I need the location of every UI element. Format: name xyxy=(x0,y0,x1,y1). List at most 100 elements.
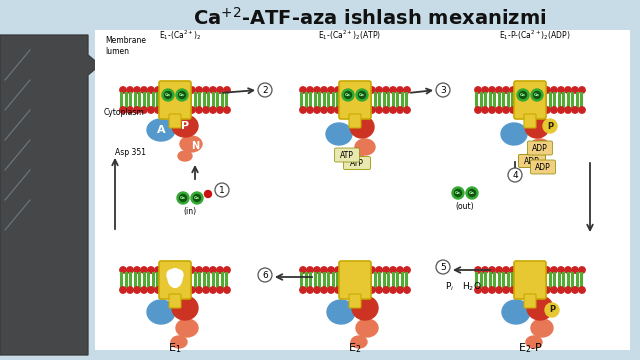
FancyBboxPatch shape xyxy=(349,114,361,128)
Circle shape xyxy=(196,267,202,273)
Circle shape xyxy=(321,267,327,273)
Text: 3: 3 xyxy=(440,86,446,95)
Circle shape xyxy=(376,267,382,273)
Circle shape xyxy=(356,89,368,101)
Circle shape xyxy=(196,87,202,93)
Circle shape xyxy=(328,87,334,93)
Text: E$_2$: E$_2$ xyxy=(348,341,362,355)
Circle shape xyxy=(468,189,476,197)
Circle shape xyxy=(558,107,564,113)
Circle shape xyxy=(193,194,200,202)
Circle shape xyxy=(564,87,572,93)
Ellipse shape xyxy=(175,270,183,280)
Ellipse shape xyxy=(172,296,198,320)
Circle shape xyxy=(179,91,186,99)
Ellipse shape xyxy=(501,123,527,145)
FancyBboxPatch shape xyxy=(531,160,556,174)
Circle shape xyxy=(342,89,354,101)
Ellipse shape xyxy=(350,153,364,163)
Text: 2: 2 xyxy=(262,86,268,95)
Circle shape xyxy=(572,107,578,113)
Circle shape xyxy=(210,87,216,93)
Circle shape xyxy=(164,91,172,99)
Ellipse shape xyxy=(147,119,175,141)
Circle shape xyxy=(358,91,365,99)
Circle shape xyxy=(482,107,488,113)
Circle shape xyxy=(224,107,230,113)
Ellipse shape xyxy=(168,269,182,287)
Circle shape xyxy=(531,89,543,101)
Circle shape xyxy=(258,268,272,282)
Circle shape xyxy=(510,267,516,273)
Circle shape xyxy=(376,87,382,93)
Text: Asp 351: Asp 351 xyxy=(115,148,146,157)
Text: ADP: ADP xyxy=(535,162,551,171)
Text: Ca$^{+2}$-ATF-aza ishlash mexanizmi: Ca$^{+2}$-ATF-aza ishlash mexanizmi xyxy=(193,7,547,29)
Circle shape xyxy=(141,267,147,273)
Circle shape xyxy=(155,287,161,293)
Text: H$_2$O: H$_2$O xyxy=(462,281,482,293)
Circle shape xyxy=(534,91,541,99)
Ellipse shape xyxy=(176,319,198,337)
Circle shape xyxy=(572,287,578,293)
FancyBboxPatch shape xyxy=(524,294,536,308)
Circle shape xyxy=(482,287,488,293)
Circle shape xyxy=(127,107,133,113)
Circle shape xyxy=(545,303,559,317)
FancyBboxPatch shape xyxy=(159,81,191,119)
Text: P$_i$: P$_i$ xyxy=(445,281,454,293)
Circle shape xyxy=(155,267,161,273)
Circle shape xyxy=(307,287,313,293)
Circle shape xyxy=(300,287,306,293)
Circle shape xyxy=(397,107,403,113)
Circle shape xyxy=(127,287,133,293)
Circle shape xyxy=(300,107,306,113)
Circle shape xyxy=(162,89,174,101)
Ellipse shape xyxy=(356,319,378,337)
Text: P: P xyxy=(181,121,189,131)
Circle shape xyxy=(321,107,327,113)
Circle shape xyxy=(558,287,564,293)
Circle shape xyxy=(404,267,410,273)
Circle shape xyxy=(196,287,202,293)
Text: Ca: Ca xyxy=(520,93,526,97)
Circle shape xyxy=(141,107,147,113)
Circle shape xyxy=(335,87,341,93)
Circle shape xyxy=(551,287,557,293)
FancyBboxPatch shape xyxy=(518,154,545,167)
Circle shape xyxy=(404,287,410,293)
Circle shape xyxy=(489,87,495,93)
Circle shape xyxy=(120,287,126,293)
Circle shape xyxy=(224,87,230,93)
Circle shape xyxy=(489,107,495,113)
Circle shape xyxy=(148,107,154,113)
Circle shape xyxy=(148,267,154,273)
Circle shape xyxy=(579,107,585,113)
Circle shape xyxy=(564,107,572,113)
Circle shape xyxy=(482,87,488,93)
Circle shape xyxy=(307,87,313,93)
Circle shape xyxy=(224,267,230,273)
Ellipse shape xyxy=(355,139,375,155)
Circle shape xyxy=(148,87,154,93)
FancyBboxPatch shape xyxy=(514,261,546,299)
FancyBboxPatch shape xyxy=(339,261,371,299)
Circle shape xyxy=(475,107,481,113)
FancyBboxPatch shape xyxy=(344,157,371,170)
Ellipse shape xyxy=(172,115,198,137)
Circle shape xyxy=(475,267,481,273)
Circle shape xyxy=(454,189,461,197)
Circle shape xyxy=(564,287,572,293)
Circle shape xyxy=(376,107,382,113)
Text: A: A xyxy=(157,125,165,135)
Circle shape xyxy=(579,87,585,93)
Ellipse shape xyxy=(351,336,367,348)
Circle shape xyxy=(134,267,140,273)
Ellipse shape xyxy=(167,270,175,280)
Circle shape xyxy=(127,87,133,93)
Text: Ca: Ca xyxy=(180,196,186,200)
Text: Membrane
lumen: Membrane lumen xyxy=(105,36,146,56)
Circle shape xyxy=(300,267,306,273)
Circle shape xyxy=(203,287,209,293)
Circle shape xyxy=(344,91,351,99)
